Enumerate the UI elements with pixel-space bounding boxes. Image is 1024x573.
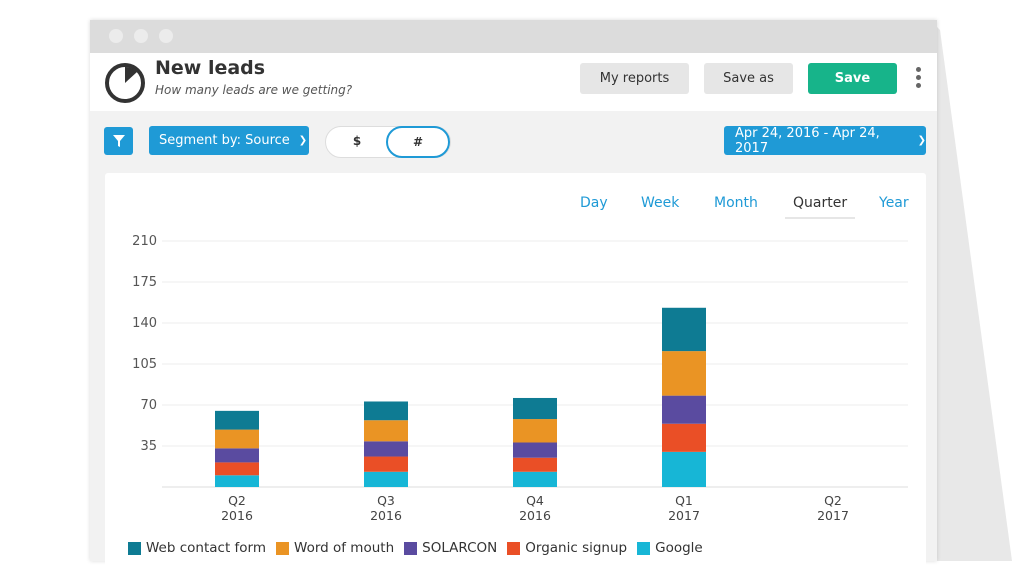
window-close-dot[interactable] [109, 29, 123, 43]
segment-label: Segment by: Source [159, 133, 290, 148]
bar-segment-solarcon [513, 442, 557, 458]
legend-label: Web contact form [146, 540, 267, 556]
title-bar [90, 20, 937, 53]
bar-segment-google [513, 471, 557, 487]
y-tick-label: 140 [132, 316, 157, 331]
bar-segment-solarcon [215, 448, 259, 463]
x-tick-label: Q2 [824, 493, 842, 508]
y-tick-label: 105 [132, 357, 157, 372]
legend-label: Organic signup [525, 540, 628, 556]
window-minimize-dot[interactable] [134, 29, 148, 43]
report-pie-icon [105, 63, 145, 103]
bar-segment-word-of-mouth [513, 419, 557, 443]
bar-segment-web-contact-form [513, 397, 557, 420]
bar-segment-web-contact-form [662, 307, 706, 352]
more-options-icon[interactable] [916, 67, 922, 91]
x-tick-label: 2017 [817, 508, 849, 523]
x-tick-label: Q3 [377, 493, 395, 508]
stacked-bar-chart: 3570105140175210Q22016Q32016Q42016Q12017… [132, 234, 908, 523]
bar-segment-word-of-mouth [364, 420, 408, 442]
period-year[interactable]: Year [879, 195, 909, 211]
x-tick-label: 2017 [668, 508, 700, 523]
toggle-dollar[interactable]: $ [352, 134, 362, 148]
y-tick-label: 35 [140, 439, 157, 454]
my-reports-button[interactable]: My reports [580, 63, 689, 94]
bar-segment-web-contact-form [364, 401, 408, 421]
x-tick-label: Q2 [228, 493, 246, 508]
filter-button[interactable] [104, 127, 133, 155]
chevron-down-icon: ❯ [917, 135, 926, 146]
x-tick-label: Q1 [675, 493, 693, 508]
window-side-panel [930, 20, 1012, 561]
bar-segment-organic-signup [513, 457, 557, 472]
legend-label: Google [655, 540, 703, 556]
y-tick-label: 210 [132, 234, 157, 249]
x-tick-label: 2016 [519, 508, 551, 523]
period-day[interactable]: Day [580, 195, 608, 211]
value-type-toggle: $ # [325, 126, 451, 158]
legend-swatch [276, 541, 290, 555]
bar-segment-organic-signup [215, 462, 259, 476]
filter-icon [112, 135, 125, 147]
save-button[interactable]: Save [808, 63, 897, 94]
report-header: New leads How many leads are we getting?… [90, 53, 937, 111]
period-week[interactable]: Week [641, 195, 680, 211]
period-quarter[interactable]: Quarter [785, 195, 856, 219]
chevron-down-icon: ❯ [298, 135, 308, 146]
bar-segment-google [215, 475, 259, 487]
legend-label: SOLARCON [422, 540, 498, 556]
bar-segment-solarcon [662, 395, 706, 424]
legend-item[interactable]: Google [637, 540, 703, 556]
x-tick-label: 2016 [221, 508, 253, 523]
legend-label: Word of mouth [294, 540, 395, 556]
bar-segment-organic-signup [662, 423, 706, 452]
save-as-button[interactable]: Save as [704, 63, 793, 94]
x-tick-label: Q4 [526, 493, 544, 508]
bar-segment-word-of-mouth [215, 429, 259, 449]
x-tick-label: 2016 [370, 508, 402, 523]
page-title: New leads [155, 57, 266, 79]
legend-swatch [128, 541, 141, 555]
segment-dropdown[interactable]: Segment by: Source ❯ [149, 126, 309, 155]
bar-segment-google [662, 451, 706, 487]
date-range-label: Apr 24, 2016 - Apr 24, 2017 [735, 125, 880, 156]
bar-segment-web-contact-form [215, 410, 259, 430]
legend-item[interactable]: SOLARCON [404, 540, 497, 556]
chart-card: Day Week Month Quarter Year [105, 173, 926, 573]
legend-item[interactable]: Web contact form [128, 540, 266, 556]
legend-swatch [637, 541, 651, 555]
bar-segment-word-of-mouth [662, 351, 706, 396]
toggle-count[interactable]: # [386, 126, 450, 158]
y-tick-label: 70 [140, 398, 157, 413]
date-range-dropdown[interactable]: Apr 24, 2016 - Apr 24, 2017 ❯ [724, 125, 926, 156]
bar-segment-google [364, 471, 408, 487]
page-subtitle: How many leads are we getting? [155, 83, 353, 97]
legend-item[interactable]: Organic signup [507, 540, 627, 556]
y-tick-label: 175 [132, 275, 157, 290]
bar-segment-solarcon [364, 441, 408, 457]
legend-swatch [404, 541, 418, 555]
window-maximize-dot[interactable] [159, 29, 173, 43]
chart-legend: Web contact form Word of mouth SOLARCON Org… [128, 540, 703, 556]
bar-segment-organic-signup [364, 456, 408, 472]
legend-swatch [507, 541, 521, 555]
period-month[interactable]: Month [714, 195, 758, 211]
legend-item[interactable]: Word of mouth [276, 540, 394, 556]
